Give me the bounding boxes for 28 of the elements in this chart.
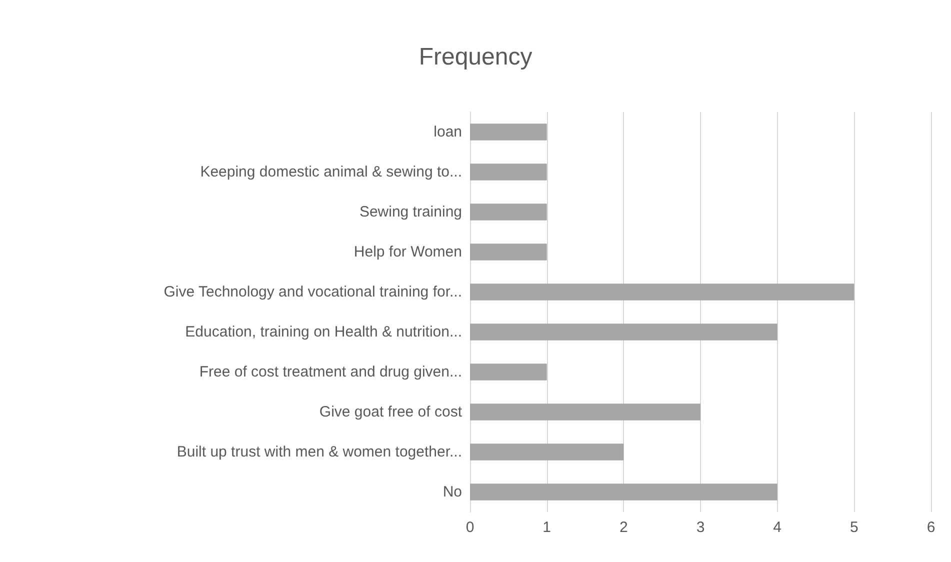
x-tick-label: 4 [773,519,782,536]
y-tick-label: Help for Women [354,244,462,260]
y-tick-label: Give Technology and vocational training for... [164,284,462,300]
bar [470,164,547,180]
y-tick-label: Education, training on Health & nutrition... [185,324,462,340]
bar [470,324,778,340]
x-tick-label: 6 [926,519,936,536]
y-tick-label: No [442,484,462,500]
x-tick-label: 1 [542,519,552,536]
y-tick-label: Keeping domestic animal & sewing to... [200,164,462,180]
x-tick-label: 5 [850,519,858,536]
x-tick-label: 2 [619,519,628,536]
bar [470,124,547,140]
bar [470,364,547,380]
bar [470,244,547,260]
y-tick-label: Sewing training [359,204,462,220]
bar [470,204,547,220]
y-tick-label: Built up trust with men & women together... [176,444,462,460]
y-tick-label: Give goat free of cost [319,404,463,420]
bar [470,444,624,460]
y-tick-label: Free of cost treatment and drug given... [199,364,462,380]
x-tick-label: 3 [696,519,705,536]
bar [470,484,778,500]
bar [470,404,700,420]
bar [470,284,854,300]
x-tick-label: 0 [466,519,474,536]
chart-title: Frequency [418,44,532,70]
y-tick-label: loan [434,124,462,140]
